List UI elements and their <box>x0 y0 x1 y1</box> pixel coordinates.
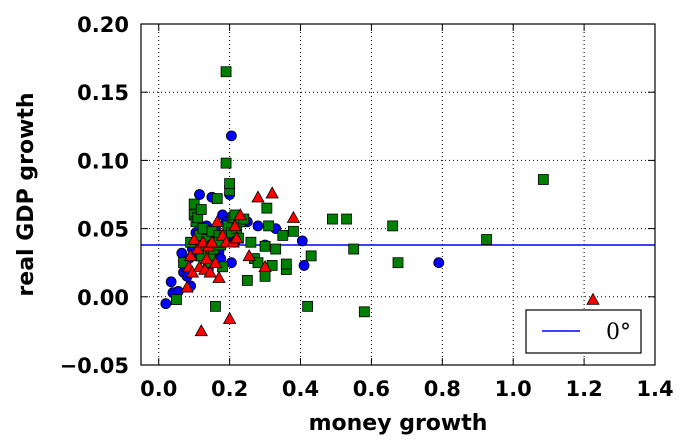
y-tick-label: 0.15 <box>77 81 129 105</box>
y-tick-label: 0.05 <box>77 218 129 242</box>
data-point-triangle <box>258 259 272 272</box>
data-point-square <box>387 220 399 232</box>
data-point-triangle <box>222 311 237 324</box>
data-point-square <box>327 213 338 225</box>
x-tick-label: 0.2 <box>211 377 248 401</box>
data-point-square <box>270 243 282 255</box>
data-point-square <box>259 270 271 282</box>
data-point-triangle <box>212 270 226 283</box>
x-tick-label: 0.6 <box>353 377 390 401</box>
data-point-triangle <box>265 186 279 199</box>
data-point-square <box>302 300 314 312</box>
data-point-square <box>224 178 236 189</box>
x-axis-label: money growth <box>309 411 488 436</box>
legend: 0° <box>525 309 642 354</box>
data-point-square <box>280 258 292 270</box>
data-point-triangle <box>194 324 208 337</box>
data-point-square <box>259 240 271 252</box>
y-tick-label: 0.00 <box>77 286 129 310</box>
data-point-square <box>481 234 493 245</box>
data-point-triangle <box>228 219 242 232</box>
x-tick-label: 0.8 <box>424 377 461 401</box>
data-point-circle <box>165 276 177 288</box>
data-point-triangle <box>230 231 244 244</box>
x-tick-label: 1.4 <box>636 377 673 401</box>
data-point-circle <box>160 298 172 310</box>
data-point-square <box>220 157 232 169</box>
data-point-square <box>241 275 253 286</box>
data-point-circle <box>225 130 237 142</box>
data-point-square <box>188 198 200 210</box>
data-point-square <box>348 243 360 255</box>
data-point-triangle <box>180 280 194 293</box>
data-point-square <box>252 257 264 269</box>
axis-ticks: 0.0 0.2 0.4 0.6 0.8 1.0 1.2 1.4 −0.05 0.00 0.05 0.1… <box>60 13 674 401</box>
data-point-square <box>171 294 182 305</box>
data-point-square <box>277 230 289 241</box>
data-point-square <box>392 257 404 269</box>
y-tick-label: 0.20 <box>77 13 129 37</box>
data-point-square <box>245 236 257 248</box>
data-point-circle <box>296 235 308 247</box>
data-point-square <box>195 204 207 215</box>
data-point-triangle <box>242 249 256 262</box>
data-point-circle <box>194 189 205 200</box>
data-point-triangle <box>286 210 301 223</box>
data-point-triangle <box>199 251 214 264</box>
data-point-square <box>211 193 223 204</box>
data-point-square <box>263 220 275 232</box>
y-axis-label: real GDP growth <box>14 92 39 296</box>
data-point-square <box>305 250 317 262</box>
y-tick-label: −0.05 <box>60 354 129 378</box>
data-point-triangle <box>187 232 201 245</box>
x-tick-label: 0.0 <box>140 377 177 401</box>
data-point-triangle <box>210 214 224 227</box>
data-point-triangle <box>183 249 198 262</box>
data-point-triangle <box>233 208 247 221</box>
x-tick-label: 0.4 <box>282 377 319 401</box>
data-point-square <box>210 300 221 312</box>
x-tick-label: 1.0 <box>495 377 532 401</box>
legend-entry-label: 0° <box>606 320 631 345</box>
data-point-circle <box>433 257 445 269</box>
x-tick-label: 1.2 <box>566 377 603 401</box>
data-point-square <box>537 174 549 185</box>
data-point-triangle <box>208 255 223 268</box>
data-points <box>160 66 600 337</box>
data-point-triangle <box>203 265 217 278</box>
data-point-circle <box>298 260 310 271</box>
data-point-square <box>288 225 299 237</box>
data-point-square <box>358 306 370 318</box>
data-point-triangle <box>586 292 600 305</box>
data-point-triangle <box>191 242 205 255</box>
data-point-triangle <box>251 190 265 203</box>
y-tick-label: 0.10 <box>77 149 129 173</box>
data-point-square <box>341 213 353 225</box>
data-point-circle <box>252 220 264 232</box>
data-point-square <box>261 202 273 214</box>
data-point-square <box>220 66 232 78</box>
plot-frame <box>140 23 656 366</box>
data-point-triangle <box>205 235 219 248</box>
